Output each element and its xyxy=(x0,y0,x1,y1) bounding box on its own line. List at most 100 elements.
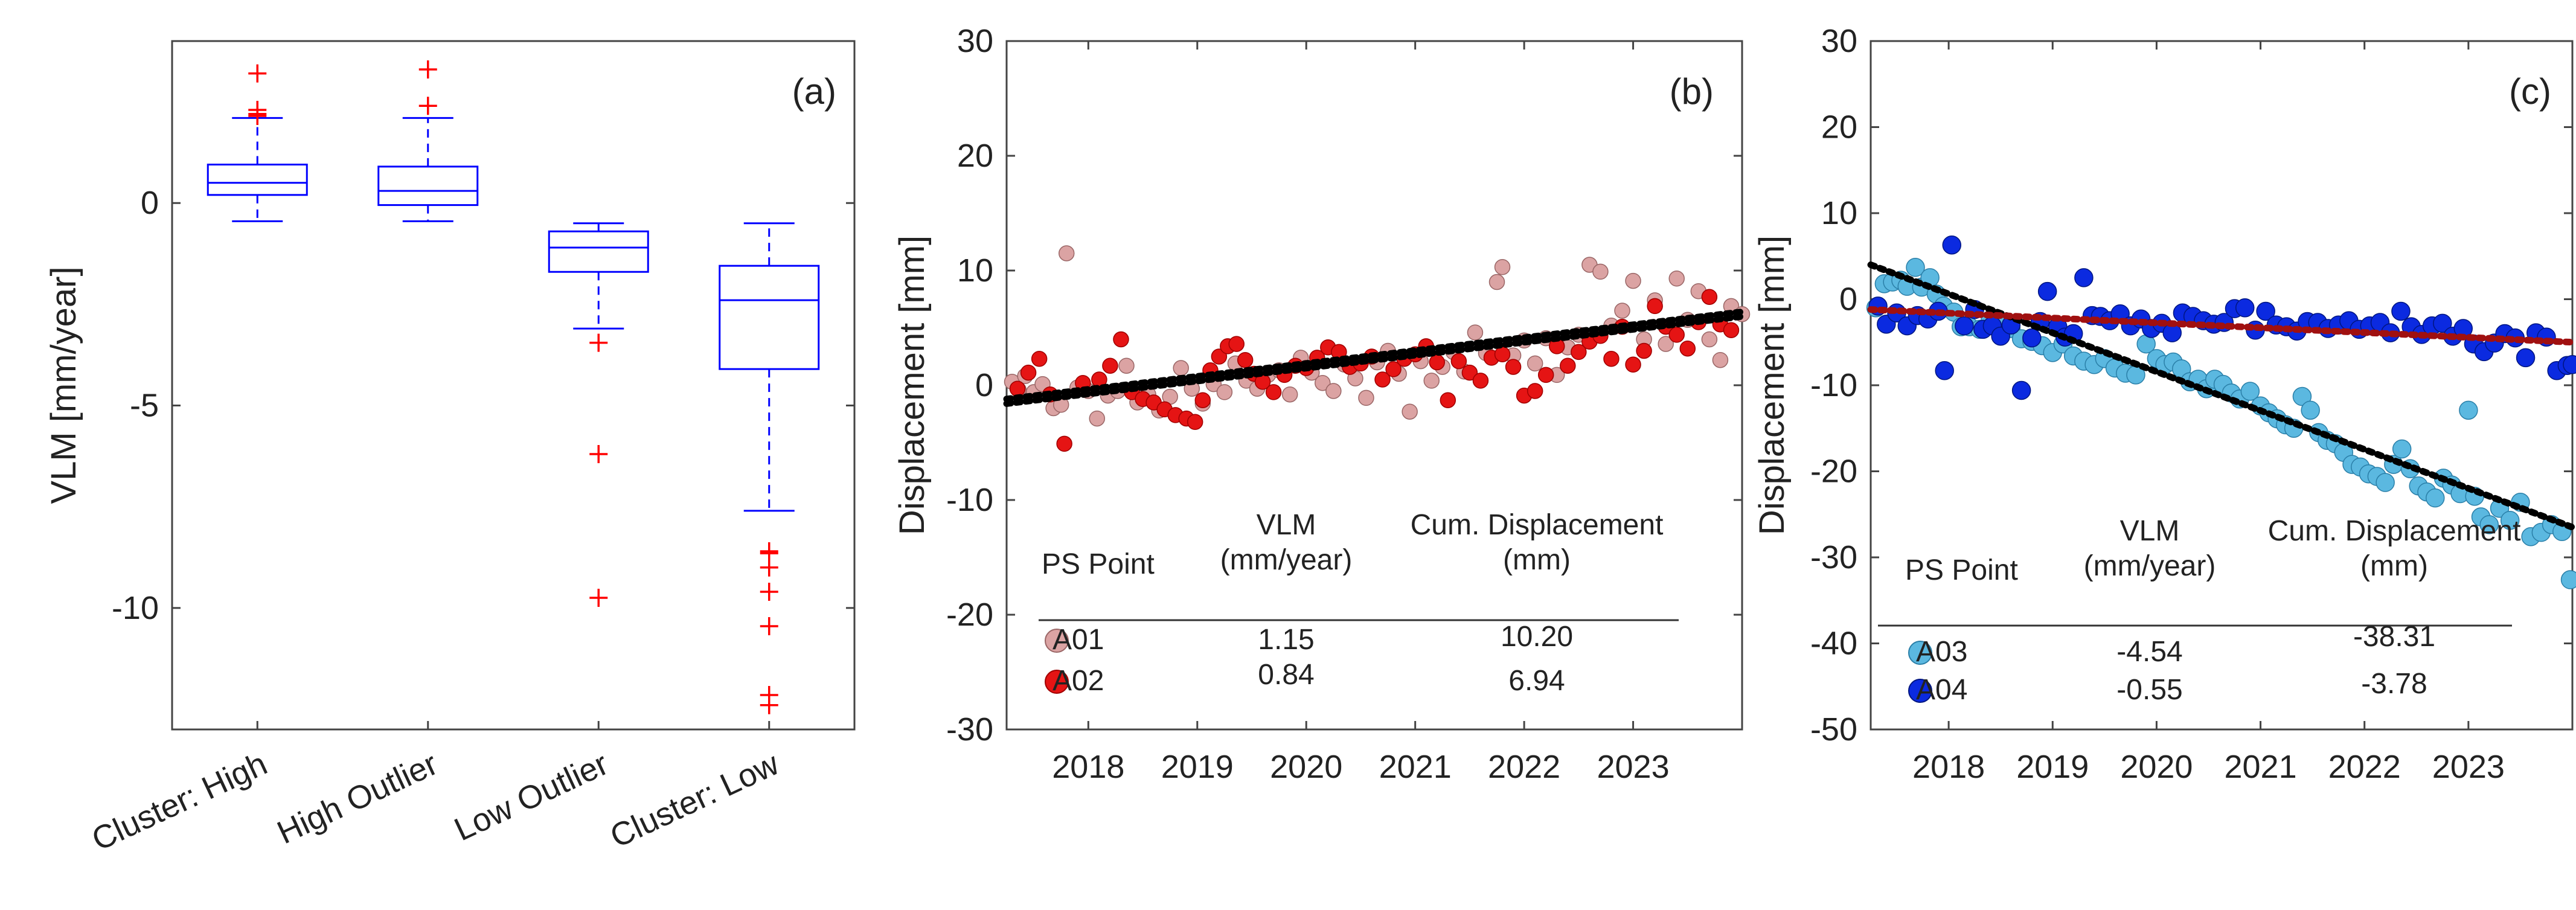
panel-b-point-a01 xyxy=(1089,410,1106,427)
panel-b-ytick-label: 0 xyxy=(975,367,993,403)
panel-b-ytick-label: -20 xyxy=(946,597,993,633)
panel-c-series xyxy=(1866,235,2576,589)
panel-c-table-header: VLM xyxy=(2120,515,2180,547)
panel-b-ytick-label: 30 xyxy=(957,23,993,59)
panel-b-point-a01 xyxy=(1423,373,1440,389)
panel-b-point-a02 xyxy=(1187,414,1203,431)
panel-b-point-a02 xyxy=(1723,322,1740,339)
panel-b-point-a01 xyxy=(1712,351,1729,368)
panel-b-table-cell: A02 xyxy=(1053,665,1104,697)
box-outlier-point xyxy=(760,696,778,714)
panel-b-series xyxy=(1003,245,1751,452)
panel-c-point-a03 xyxy=(2292,386,2312,406)
panel-c-table-cell: -38.31 xyxy=(2353,621,2435,653)
panel-c-point-a03 xyxy=(2459,400,2478,420)
panel-c-point-a03 xyxy=(2392,439,2412,459)
panel-c-table: PS Point VLM(mm/year) Cum. Displacement(mm… xyxy=(1878,515,2520,706)
panel-b-point-a01 xyxy=(1668,271,1685,287)
panel-c-point-a04 xyxy=(2011,380,2031,400)
panel-a-ytick-label: -10 xyxy=(112,590,159,626)
panel-a-category-label: Cluster: Low xyxy=(604,745,784,855)
panel-b-point-a01 xyxy=(1315,374,1331,391)
panel-c-table-cell: A04 xyxy=(1916,674,1967,706)
panel-b-point-a01 xyxy=(1658,336,1674,352)
panel-b-trend-a02 xyxy=(1003,313,1746,407)
panel-b-table-header: Cum. Displacement xyxy=(1411,509,1664,541)
panel-c-point-a03 xyxy=(2426,488,2445,508)
panel-b-table-cell: A01 xyxy=(1053,624,1104,656)
panel-c-point-a04 xyxy=(2256,301,2275,321)
panel-b-table-header: (mm) xyxy=(1503,544,1571,576)
panel-a-y-ticks: 0 -5 -10 xyxy=(112,185,854,626)
panel-c-xtick-label: 2020 xyxy=(2120,749,2193,785)
panel-c-xtick-label: 2022 xyxy=(2328,749,2401,785)
panel-b-table-cell: 10.20 xyxy=(1501,621,1573,653)
panel-b-point-a02 xyxy=(1505,359,1522,375)
panel-b-point-a01 xyxy=(1494,259,1511,275)
panel-b-x-ticks: 2018 2019 2020 2021 2022 2023 xyxy=(1052,41,1670,785)
panel-b-point-a02 xyxy=(1056,435,1072,452)
panel-b-table-header: (mm/year) xyxy=(1220,544,1353,576)
box-outlier-point xyxy=(760,617,778,635)
panel-b-point-a02 xyxy=(1113,331,1129,348)
panel-b-point-a01 xyxy=(1118,357,1135,374)
panel-c-point-a04 xyxy=(2022,328,2042,348)
panel-c-trend-a03 xyxy=(1867,261,2576,531)
panel-b-point-a02 xyxy=(1102,357,1118,374)
panel-a-ylabel: VLM [mm/year] xyxy=(44,266,83,504)
panel-b-table: PS Point VLM(mm/year) Cum. Displacement(mm… xyxy=(1039,509,1679,697)
panel-b: 30 20 10 0 -10 -20 -30 2018 2019 2020 2021 2022 202… xyxy=(892,23,1751,785)
panel-b-point-a02 xyxy=(1494,346,1511,362)
panel-b-point-a01 xyxy=(1216,384,1233,400)
panel-c-point-a04 xyxy=(1942,235,1962,255)
panel-a-boxes xyxy=(207,60,820,729)
panel-c-point-a03 xyxy=(2240,382,2260,401)
panel-b-table-header: VLM xyxy=(1257,509,1316,541)
panel-b-ytick-label: 10 xyxy=(957,252,993,289)
panel-c-ytick-label: -20 xyxy=(1810,453,1857,490)
panel-b-point-a02 xyxy=(1571,344,1587,360)
panel-b-point-a02 xyxy=(1440,392,1456,408)
panel-c-point-a04 xyxy=(2516,348,2536,368)
panel-a-plot-area xyxy=(171,40,856,731)
panel-b-xtick-label: 2022 xyxy=(1488,749,1560,785)
box-outlier-point xyxy=(418,97,437,115)
panel-c-table-cell: -0.55 xyxy=(2116,674,2182,706)
panel-c-point-a04 xyxy=(2391,301,2411,321)
panel-c-ytick-label: -50 xyxy=(1810,711,1857,748)
panel-b-xtick-label: 2018 xyxy=(1052,749,1124,785)
panel-b-point-a01 xyxy=(1281,386,1298,403)
panel-b-point-a02 xyxy=(1450,353,1467,370)
box-outlier-point xyxy=(760,583,778,601)
panel-a-letter: (a) xyxy=(792,71,836,112)
panel-b-point-a02 xyxy=(1679,340,1696,357)
panel-c-point-a04 xyxy=(2037,281,2057,301)
panel-b-ytick-label: -10 xyxy=(946,482,993,518)
panel-b-y-ticks: 30 20 10 0 -10 -20 -30 xyxy=(946,23,1742,748)
panel-b-xtick-label: 2019 xyxy=(1161,749,1234,785)
panel-b-ytick-label: -30 xyxy=(946,711,993,748)
box-iqr xyxy=(207,164,308,196)
panel-b-point-a02 xyxy=(1668,327,1685,343)
panel-c-ytick-label: 0 xyxy=(1839,281,1857,318)
panel-b-point-a01 xyxy=(1527,355,1543,372)
panel-b-xtick-label: 2023 xyxy=(1597,749,1669,785)
panel-b-point-a02 xyxy=(1560,357,1576,374)
panel-c-ytick-label: -30 xyxy=(1810,539,1857,575)
panel-a-ytick-label: -5 xyxy=(130,388,159,424)
panel-c-ytick-label: 10 xyxy=(1821,195,1857,231)
panel-b-ylabel: Displacement [mm] xyxy=(892,236,932,535)
panel-c-xtick-label: 2021 xyxy=(2224,749,2296,785)
box-iqr xyxy=(377,165,479,207)
panel-c-trend-a04 xyxy=(1867,306,2576,346)
panel-b-point-a01 xyxy=(1402,403,1418,420)
panel-b-point-a01 xyxy=(1625,272,1641,289)
panel-b-point-a02 xyxy=(1228,336,1245,352)
panel-c-ytick-label: -40 xyxy=(1810,626,1857,662)
panel-c-point-a04 xyxy=(2433,313,2452,333)
panel-b-point-a02 xyxy=(1374,371,1391,388)
panel-c-point-a03 xyxy=(1906,258,1925,277)
panel-c-table-cell: -4.54 xyxy=(2116,636,2182,668)
panel-b-point-a01 xyxy=(1614,303,1630,319)
